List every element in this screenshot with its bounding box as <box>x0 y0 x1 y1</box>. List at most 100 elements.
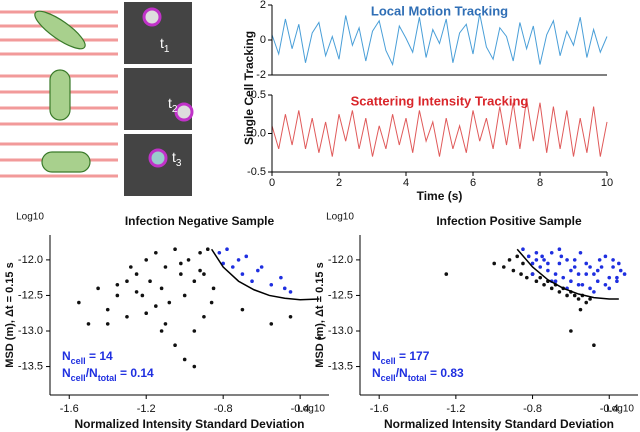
x-tick-label: -0.4 <box>600 403 619 415</box>
point <box>580 282 585 287</box>
point <box>588 297 592 301</box>
y-unit: Log10 <box>16 212 44 223</box>
point <box>240 272 245 276</box>
point <box>565 258 569 262</box>
chart-title: Scattering Intensity Tracking <box>351 93 529 108</box>
point <box>86 322 91 326</box>
point <box>186 258 191 262</box>
point <box>603 282 608 287</box>
point <box>534 258 539 262</box>
x-tick-label: 8 <box>537 177 543 189</box>
frame-sub: 3 <box>176 158 182 169</box>
point <box>105 307 110 312</box>
point <box>501 265 506 269</box>
point <box>144 258 149 262</box>
point <box>256 268 260 273</box>
point <box>540 254 544 259</box>
point <box>592 343 596 348</box>
point <box>521 261 525 266</box>
y-axis-label: MSD (m), Δt = 0.15 s <box>314 262 326 367</box>
point <box>154 250 158 255</box>
point <box>244 254 249 259</box>
y-tick-label: 2 <box>260 0 266 11</box>
x-tick-label: 6 <box>470 177 476 189</box>
fit-curve <box>210 248 320 301</box>
y-tick-label: 0 <box>260 34 266 46</box>
point <box>115 293 120 298</box>
x-tick-label: 0 <box>269 177 275 189</box>
point <box>572 258 577 262</box>
point <box>269 282 274 287</box>
point <box>569 279 573 284</box>
point <box>622 272 627 276</box>
point <box>553 272 558 276</box>
point <box>515 254 520 259</box>
point <box>534 250 539 255</box>
signal-line <box>271 13 608 67</box>
point <box>492 261 497 266</box>
point <box>546 268 550 273</box>
point <box>607 275 612 280</box>
point <box>179 272 183 276</box>
y-axis-label: Single Cell Tracking <box>242 31 256 145</box>
x-axis-label: Normalized Intensity Standard Deviation <box>384 417 614 431</box>
point <box>105 322 110 326</box>
point <box>282 286 287 291</box>
frame-label: t3 <box>172 149 182 169</box>
y-tick-label: -13.5 <box>18 360 43 372</box>
fit-curve <box>516 248 619 300</box>
point <box>507 258 512 262</box>
point <box>611 258 615 262</box>
x-tick-label: -1.6 <box>60 403 79 415</box>
point <box>576 297 581 301</box>
x-tick-label: 4 <box>403 177 409 189</box>
x-unit: Log10 <box>297 404 325 415</box>
signal-line <box>271 98 608 157</box>
point <box>617 261 621 266</box>
annotation-part: cell <box>381 356 396 366</box>
point <box>202 272 206 276</box>
point <box>576 272 581 276</box>
point <box>572 293 577 298</box>
point <box>134 290 139 294</box>
point <box>584 300 589 305</box>
point <box>288 314 293 319</box>
point <box>182 293 187 298</box>
point <box>611 265 615 269</box>
frame-sub: 1 <box>164 44 170 55</box>
point <box>538 275 543 280</box>
frame-t: t <box>160 35 164 51</box>
point <box>96 286 100 291</box>
point <box>565 293 569 298</box>
point <box>599 265 604 269</box>
point <box>192 364 197 369</box>
point <box>569 268 573 273</box>
point <box>618 268 623 273</box>
point <box>542 282 546 287</box>
point <box>597 258 602 262</box>
y-tick-label: -13.0 <box>18 325 43 337</box>
annotation-part: = 14 <box>86 349 113 363</box>
annotation-part: N <box>62 366 71 380</box>
x-tick-label: -0.4 <box>291 403 310 415</box>
point <box>159 286 164 291</box>
point <box>546 261 550 266</box>
point <box>182 357 187 362</box>
frame-t: t <box>168 95 172 111</box>
point <box>538 265 543 269</box>
point <box>557 247 562 252</box>
y-tick-label: -13.5 <box>328 360 353 372</box>
frames <box>124 2 194 196</box>
point <box>288 290 293 294</box>
y-tick-label: -0.5 <box>247 166 266 178</box>
annotation-part: cell <box>71 373 86 383</box>
annotation-part: = 0.14 <box>117 366 154 380</box>
point <box>530 272 535 276</box>
x-tick-label: -1.6 <box>370 403 389 415</box>
point <box>595 279 600 284</box>
point <box>205 247 210 252</box>
point <box>557 261 562 266</box>
point <box>140 293 145 298</box>
point <box>129 265 133 269</box>
